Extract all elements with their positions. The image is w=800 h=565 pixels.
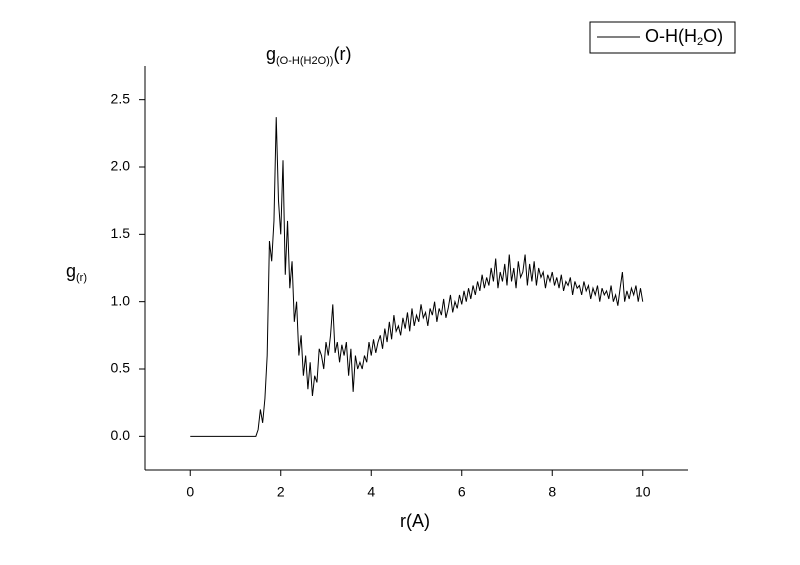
y-tick-label: 1.5 (111, 225, 131, 241)
legend-label: O-H(H2O) (645, 26, 723, 48)
title-suffix: (r) (333, 44, 351, 64)
x-tick-label: 6 (458, 484, 466, 500)
data-line (190, 117, 644, 437)
chart-title: g(O-H(H2O))(r) (266, 44, 351, 67)
title-subscript: (O-H(H2O)) (276, 55, 333, 67)
legend-label-part: O) (703, 26, 723, 46)
y-tick-label: 1.0 (111, 292, 131, 308)
y-tick-label: 0.5 (111, 360, 131, 376)
y-tick-label: 2.0 (111, 158, 131, 174)
legend-label-part: O-H(H (645, 26, 697, 46)
x-tick-label: 4 (367, 484, 375, 500)
title-main: g (266, 44, 276, 64)
y-axis-label: g(r) (66, 261, 87, 284)
ylabel-subscript: (r) (76, 272, 87, 284)
ylabel-main: g (66, 261, 76, 281)
x-tick-label: 10 (635, 484, 651, 500)
legend-label-part: 2 (697, 36, 703, 48)
x-tick-label: 8 (548, 484, 556, 500)
x-tick-label: 2 (277, 484, 285, 500)
y-tick-label: 0.0 (111, 427, 131, 443)
y-tick-label: 2.5 (111, 90, 131, 106)
x-axis-label: r(A) (400, 511, 430, 531)
x-tick-label: 0 (186, 484, 194, 500)
